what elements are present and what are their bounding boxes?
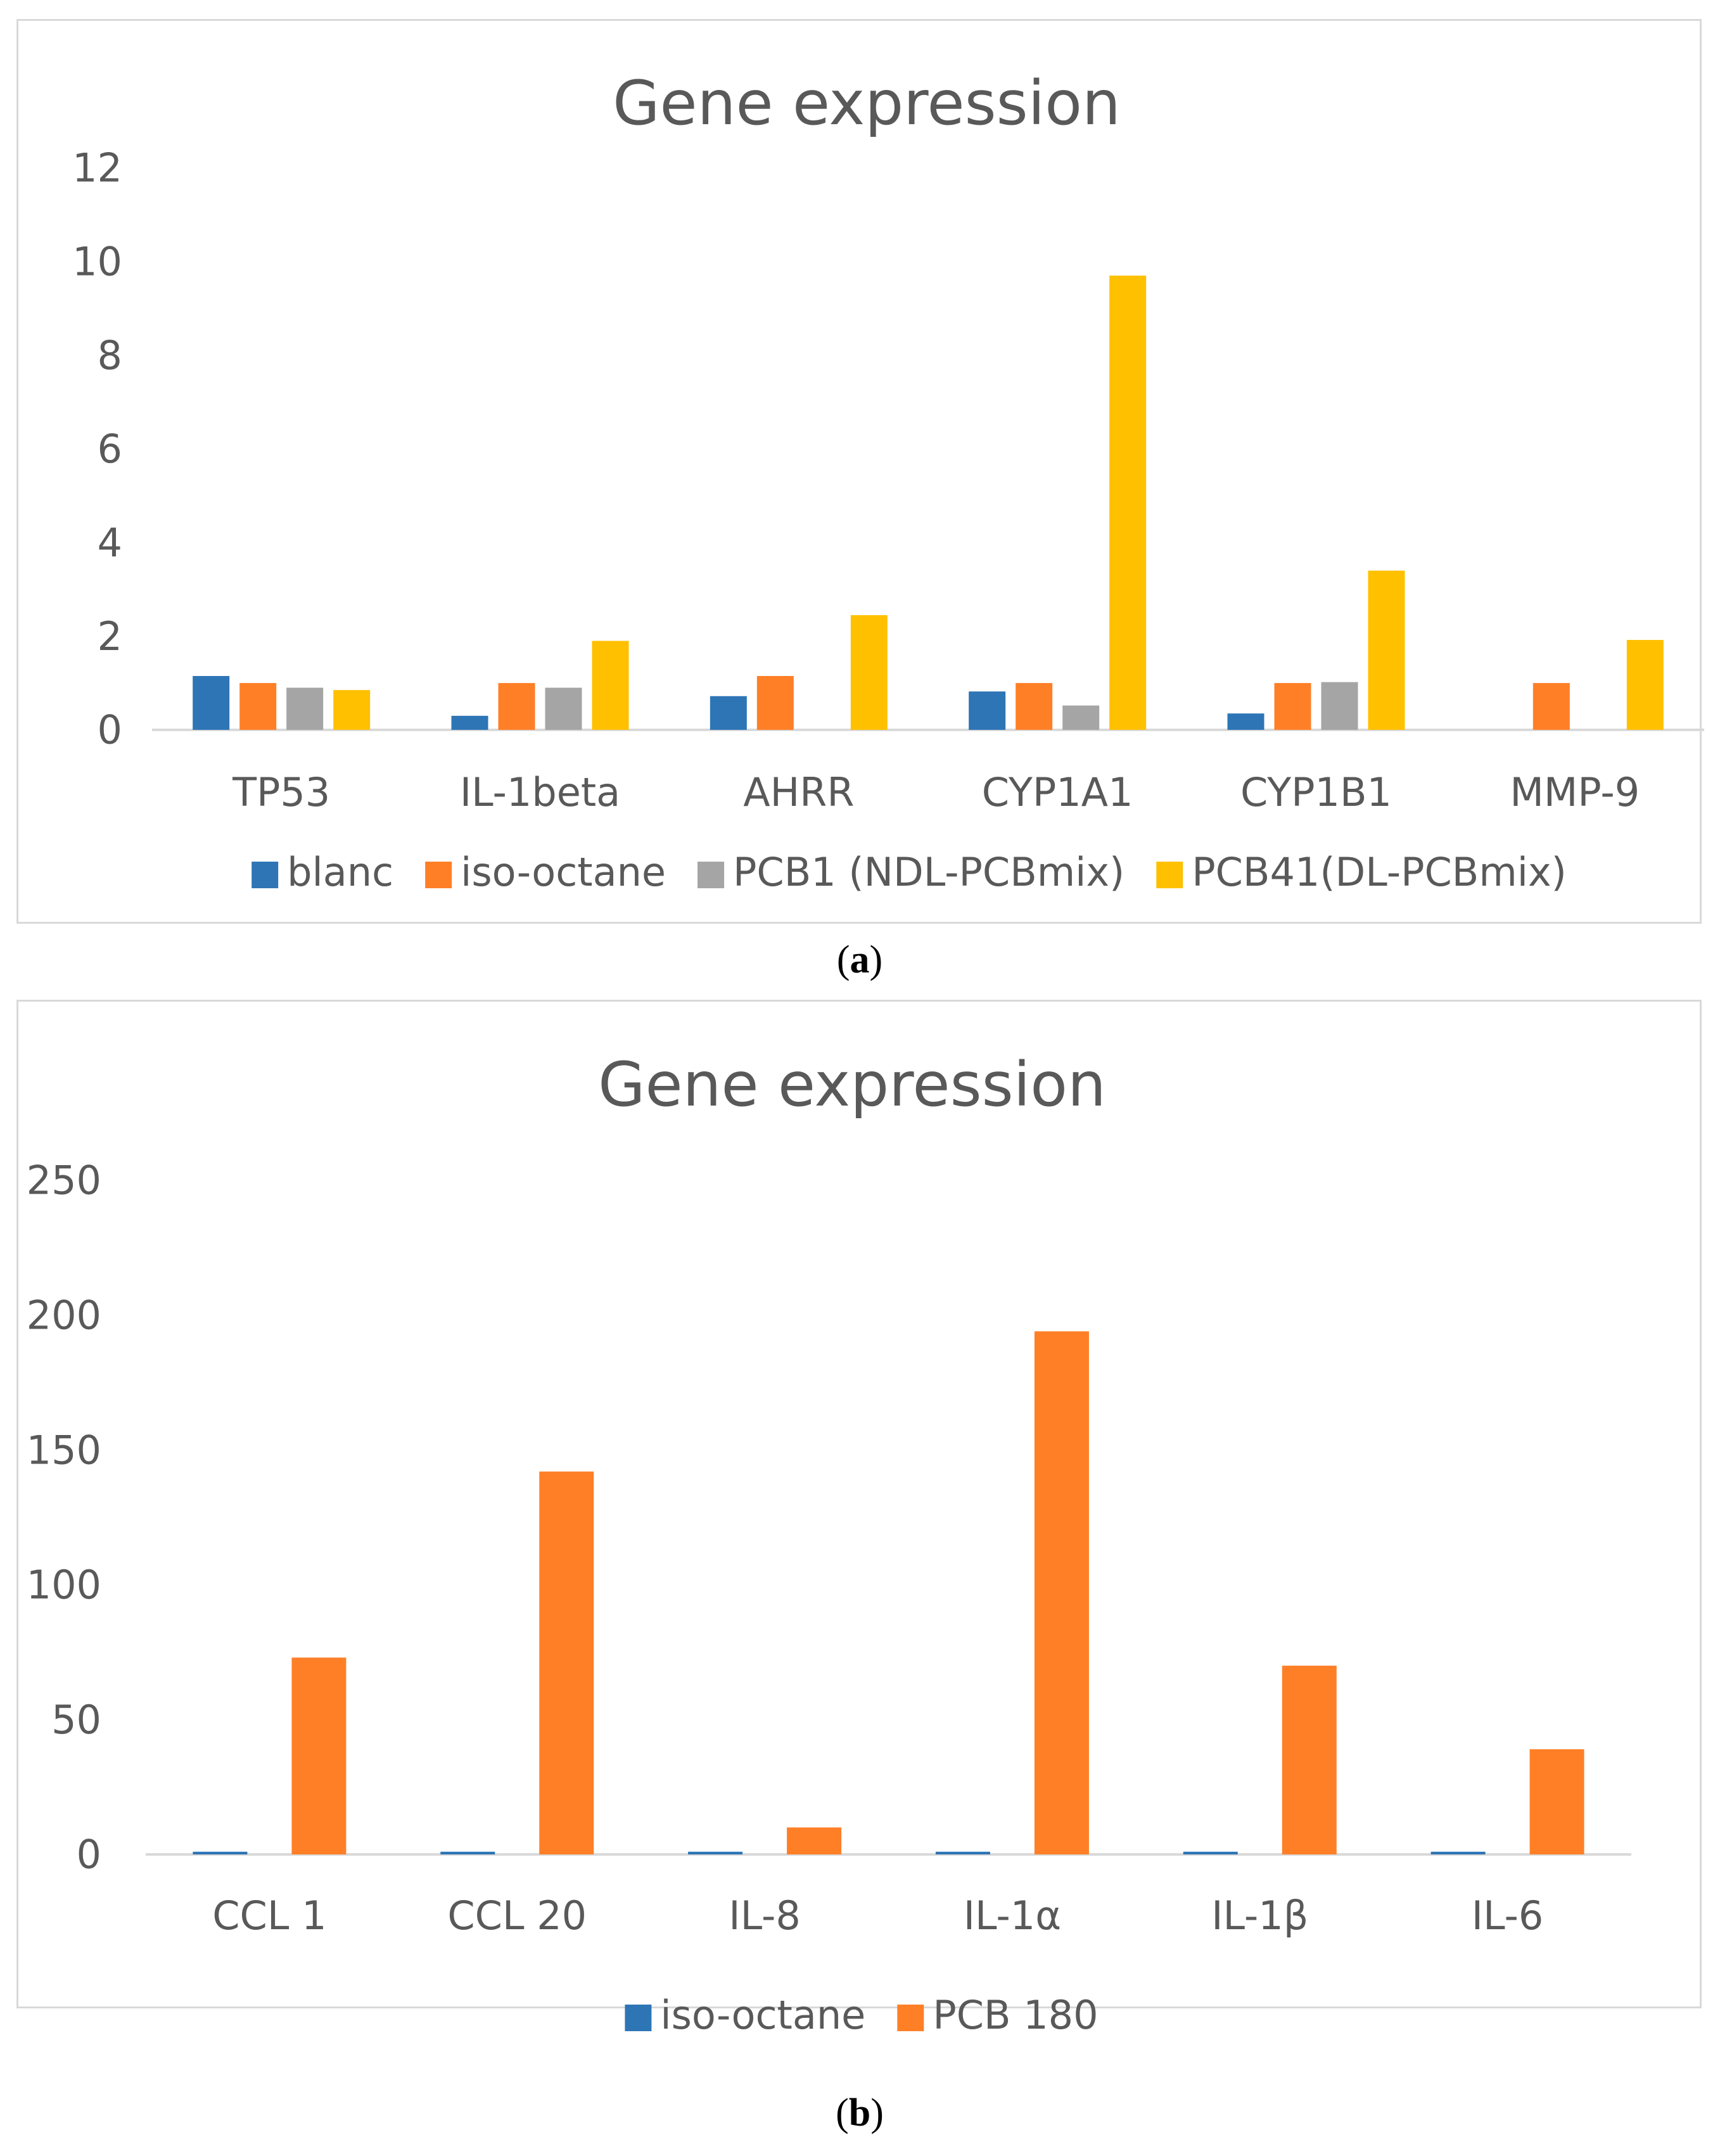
chart-b-bar-iso-octane-il-8 [688,1851,743,1854]
chart-a-bar-iso-octane-cyp1b1 [1274,683,1311,730]
chart-b-legend-swatch-iso-octane [625,2005,652,2031]
chart-a-bar-blanc-cyp1a1 [969,691,1006,730]
chart-b-x-tick-label: IL-6 [1472,1892,1544,1939]
chart-a-bar-pcb41-dl-pcbmix-cyp1b1 [1368,570,1405,730]
chart-b-x-tick-label: IL-8 [729,1892,801,1939]
chart-a-bar-iso-octane-tp53 [239,683,277,730]
chart-b-y-tick-label: 250 [27,1158,101,1204]
chart-b-bar-pcb-180-il-6 [1529,1749,1584,1854]
chart-b-bar-pcb-180-il-8 [787,1827,842,1854]
chart-b-x-tick-label: IL-1β [1211,1892,1308,1939]
panel-label-b: (b) [836,2091,884,2134]
chart-a-bar-pcb41-dl-pcbmix-ahrr [850,615,888,730]
chart-a-legend-label-pcb1-ndl-pcbmix: PCB1 (NDL-PCBmix) [733,849,1124,895]
chart-b-y-tick-label: 0 [77,1832,101,1878]
chart-b-legend-label-pcb-180: PCB 180 [933,1992,1098,2038]
chart-b-y-tick-label: 50 [51,1697,101,1743]
chart-b-bar-iso-octane-ccl-20 [440,1851,495,1854]
chart-b-legend: iso-octane PCB 180 [625,1992,1099,2038]
panel-label-b-letter: b [848,2091,871,2134]
chart-a-x-tick-label: TP53 [232,769,330,815]
chart-a-legend-swatch-iso-octane [425,862,452,888]
chart-a-x-tick-label: CYP1B1 [1240,769,1392,815]
panel-label-a: (a) [836,938,883,981]
chart-b-legend-label-iso-octane: iso-octane [660,1992,865,2038]
chart-a-bar-blanc-cyp1b1 [1227,713,1265,730]
chart-b-y-tick-label: 200 [27,1292,101,1339]
chart-a-x-tick-label: IL-1beta [460,769,620,815]
chart-a-bar-pcb1-ndl-pcbmix-tp53 [286,687,324,730]
chart-b-bar-iso-octane-ccl-1 [193,1851,248,1854]
chart-b-x-tick-label: CCL 20 [447,1892,587,1939]
chart-b-bar-pcb-180-il-1 [1282,1666,1337,1854]
chart-a-bar-iso-octane-cyp1a1 [1016,683,1053,730]
chart-b-bar-iso-octane-il-6 [1430,1851,1486,1854]
chart-a-x-tick-label: CYP1A1 [982,769,1133,815]
chart-a-y-tick-label: 6 [98,426,122,472]
chart-b-y-tick-label: 150 [27,1427,101,1473]
chart-a-y-tick-label: 12 [72,145,122,191]
chart-a-legend-swatch-blanc [252,862,279,888]
chart-a-x-tick-label: AHRR [743,769,854,815]
chart-a-legend-label-pcb41-dl-pcbmix: PCB41(DL-PCBmix) [1192,849,1567,895]
chart-a-frame [16,19,1702,924]
chart-b-bar-pcb-180-ccl-1 [291,1657,347,1854]
chart-a-y-tick-label: 2 [98,613,122,660]
chart-b: Gene expression 0 50 100 150 200 250 CCL 1 CCL 2… [27,1049,1631,2038]
chart-a-title: Gene expression [613,68,1121,139]
panel-label-a-letter: a [850,938,870,981]
chart-a-y-tick-label: 0 [98,707,122,753]
chart-a-bar-iso-octane-il-1beta [498,683,535,730]
chart-a-y-tick-label: 10 [72,239,122,285]
chart-b-bar-pcb-180-ccl-20 [539,1471,594,1854]
chart-a-legend-swatch-pcb41-dl-pcbmix [1156,862,1183,888]
chart-a-bar-pcb41-dl-pcbmix-cyp1a1 [1109,276,1147,730]
chart-b-x-tick-label: CCL 1 [212,1892,326,1939]
chart-a-bar-blanc-il-1beta [451,715,488,730]
chart-a-y-tick-label: 8 [98,332,122,378]
chart-a-bar-pcb41-dl-pcbmix-mmp-9 [1626,640,1664,730]
chart-a-bar-pcb1-ndl-pcbmix-cyp1a1 [1062,705,1100,730]
chart-a-legend-swatch-pcb1-ndl-pcbmix [698,862,725,888]
chart-a-bar-blanc-ahrr [710,696,747,730]
chart-a-x-tick-label: MMP-9 [1510,769,1640,815]
chart-a-bar-pcb41-dl-pcbmix-il-1beta [592,641,629,730]
chart-a-y-tick-label: 4 [98,520,122,566]
chart-b-x-tick-label: IL-1α [964,1892,1061,1939]
chart-b-bar-iso-octane-il-1 [935,1851,990,1854]
chart-b-bar-pcb-180-il-1 [1034,1331,1089,1854]
chart-a-legend: blanc iso-octane PCB1 (NDL-PCBmix) PCB41(DL… [252,849,1567,895]
chart-a-bar-pcb41-dl-pcbmix-tp53 [333,690,371,730]
chart-a-bar-iso-octane-mmp-9 [1532,683,1570,730]
chart-a-bar-blanc-tp53 [193,675,230,730]
chart-a-legend-label-iso-octane: iso-octane [461,849,666,895]
chart-b-bar-iso-octane-il-1 [1183,1851,1238,1854]
chart-b-title: Gene expression [598,1049,1106,1120]
chart-a-bar-iso-octane-ahrr [756,675,794,730]
chart-a: Gene expression 0 2 4 6 8 10 12 TP53 IL-1beta AHRR… [72,68,1704,895]
chart-b-legend-swatch-pcb-180 [897,2005,924,2031]
chart-a-bar-pcb1-ndl-pcbmix-cyp1b1 [1321,682,1358,730]
chart-a-legend-label-blanc: blanc [287,849,393,895]
chart-b-y-tick-label: 100 [27,1562,101,1608]
chart-a-bar-pcb1-ndl-pcbmix-il-1beta [545,687,582,730]
